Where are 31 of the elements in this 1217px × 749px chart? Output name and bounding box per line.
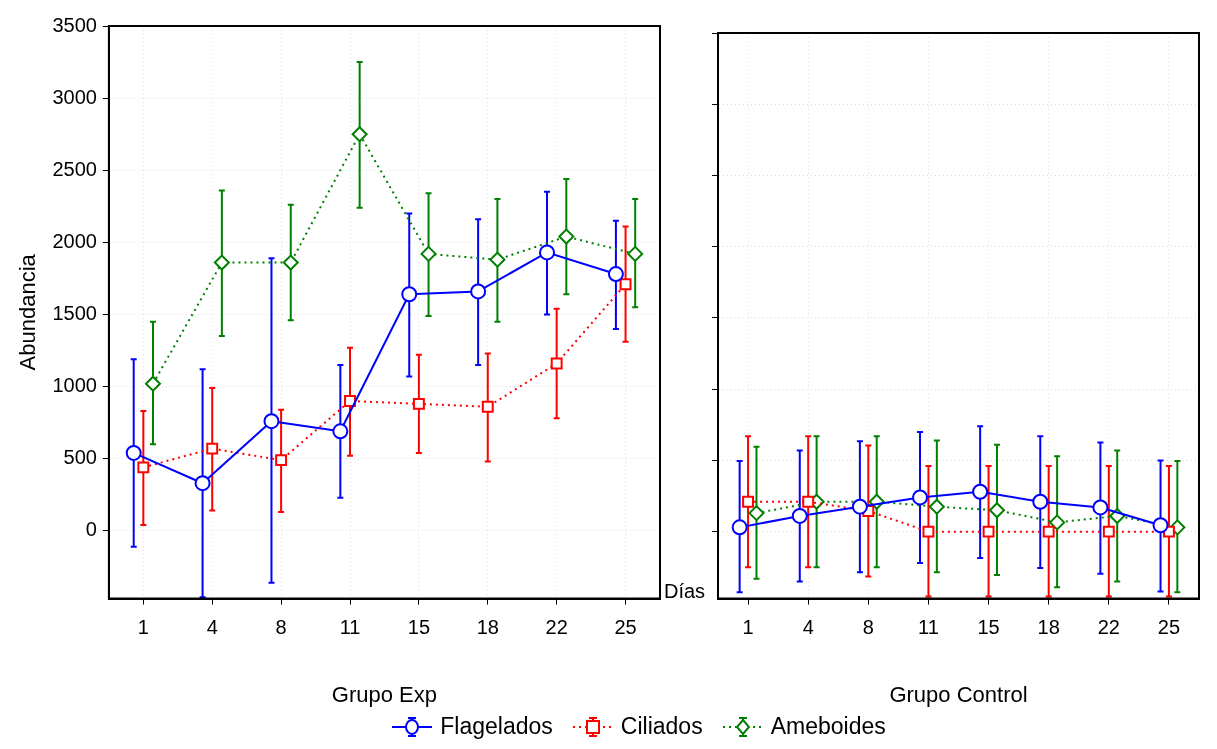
x-tick-label: 18 [1037,616,1060,639]
x-tick-label: 22 [1097,616,1120,639]
x-tick-label: 4 [802,616,814,639]
x-tick-label: 15 [407,616,431,639]
y-tick-label: 0 [85,518,97,541]
x-tick-label: 8 [275,616,287,639]
x-tick-label: 11 [918,616,939,639]
y-tick-label: 3500 [52,13,97,36]
x-tick-label: 1 [742,616,754,639]
x-tick-label: 11 [339,616,361,639]
legend-label: Flagelados [440,713,553,740]
legend-label: Ciliados [620,713,703,740]
y-tick-label: 2000 [52,229,97,252]
x-tick-label: 25 [614,616,637,639]
x-tick-label: 15 [977,616,1000,639]
x-tick-label: 25 [1157,616,1181,639]
y-tick-label: 3000 [52,85,97,108]
x-axis-title: Grupo Exp [331,681,438,707]
y-tick-label: 1000 [52,374,97,397]
x-tick-label: 18 [476,616,499,639]
text: Días [664,580,706,603]
x-tick-label: 8 [862,616,874,639]
legend-label: Ameboides [770,713,886,740]
y-axis-title: Abundancia [15,253,41,371]
y-tick-label: 2500 [52,157,97,180]
x-tick-label: 22 [545,616,568,639]
x-axis-title: Grupo Control [889,681,1028,707]
y-tick-label: 500 [63,446,97,469]
x-tick-label: 4 [206,616,218,639]
y-tick-label: 1500 [52,301,97,324]
x-tick-label: 1 [137,616,149,639]
